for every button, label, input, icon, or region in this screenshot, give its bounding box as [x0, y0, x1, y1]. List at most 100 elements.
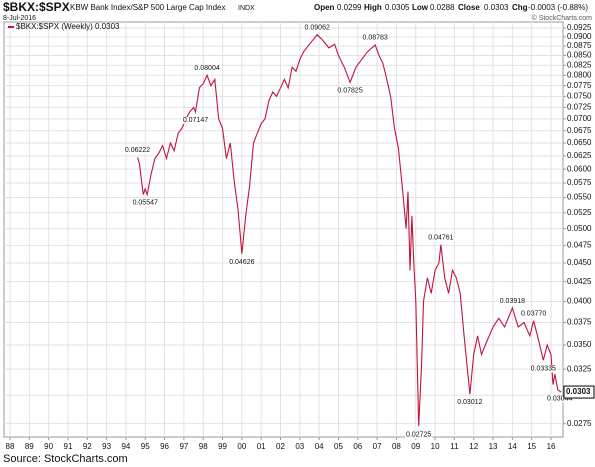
- annotation-bg: [361, 34, 389, 42]
- annotation: 0.07147: [183, 117, 208, 124]
- annotation: 0.07825: [337, 87, 362, 94]
- exchange: INDX: [238, 5, 255, 12]
- annotation: 0.02725: [406, 432, 431, 439]
- annotation: 0.08783: [363, 35, 388, 42]
- chart-title: $BKX:$SPX: [3, 0, 70, 14]
- annotation: 0.08004: [194, 65, 219, 72]
- y-tick-label: 0.0650: [567, 138, 592, 147]
- annotation: 0.09062: [305, 24, 330, 31]
- x-tick-label: 14: [508, 442, 517, 451]
- x-tick-label: 10: [431, 442, 440, 451]
- plot-frame: [3, 21, 564, 438]
- annotation-bg: [519, 310, 548, 318]
- x-tick-label: 11: [450, 442, 459, 451]
- price-line: [136, 33, 562, 427]
- annotation: 0.03044: [547, 395, 572, 402]
- x-tick-label: 88: [6, 442, 15, 451]
- x-tick-label: 15: [527, 442, 536, 451]
- x-tick-label: 89: [25, 442, 34, 451]
- annotation-bg: [546, 395, 574, 403]
- annotation-bg: [228, 258, 256, 266]
- y-tick-label: 0.0475: [567, 240, 592, 249]
- y-tick-label: 0.0825: [567, 60, 592, 69]
- x-tick-label: 92: [83, 442, 92, 451]
- y-tick-label: 0.0625: [567, 151, 592, 160]
- x-tick-label: 07: [373, 442, 382, 451]
- annotation-bg: [427, 234, 455, 242]
- x-tick-label: 00: [237, 442, 246, 451]
- quote-label: Low: [412, 3, 429, 12]
- y-tick-label: 0.0700: [567, 114, 592, 123]
- annotation: 0.03012: [457, 399, 482, 406]
- x-tick-label: 06: [353, 442, 362, 451]
- y-tick-label: 0.0350: [567, 340, 592, 349]
- y-tick-label: 0.0725: [567, 103, 592, 112]
- annotation-bg: [181, 116, 210, 124]
- x-tick-label: 91: [64, 442, 73, 451]
- x-tick-label: 12: [469, 442, 478, 451]
- annotation-bg: [498, 298, 527, 306]
- annotation: 0.04761: [428, 234, 453, 241]
- y-tick-label: 0.0675: [567, 126, 592, 135]
- grid: [4, 22, 563, 437]
- y-tick-label: 0.0575: [567, 178, 592, 187]
- annotation-bg: [529, 365, 558, 373]
- x-tick-label: 96: [160, 442, 169, 451]
- x-tick-label: 95: [141, 442, 150, 451]
- x-tick-label: 93: [102, 442, 111, 451]
- annotation-bg: [123, 147, 152, 155]
- quote-label: Close: [458, 3, 480, 12]
- annotation-bg: [303, 24, 331, 32]
- annotation: 0.06222: [125, 147, 150, 154]
- annotation: 0.04626: [229, 259, 254, 266]
- quote-value: 0.0288: [430, 3, 455, 12]
- y-tick-label: 0.0525: [567, 208, 592, 217]
- date: 8-Jul-2016: [3, 15, 36, 22]
- annotation-bg: [131, 199, 160, 207]
- x-tick-label: 97: [179, 442, 188, 451]
- quote-label: Open: [314, 3, 335, 12]
- annotation: 0.03770: [521, 311, 546, 318]
- x-tick-label: 13: [489, 442, 498, 451]
- x-tick-label: 02: [276, 442, 285, 451]
- y-tick-label: 0.0850: [567, 51, 592, 60]
- x-tick-label: 08: [392, 442, 401, 451]
- source: Source: StockCharts.com: [3, 453, 128, 465]
- annotation-bg: [456, 398, 484, 406]
- x-tick-label: 99: [218, 442, 227, 451]
- annotation: 0.05547: [133, 200, 158, 207]
- y-tick-label: 0.0550: [567, 193, 592, 202]
- y-tick-label: 0.0450: [567, 258, 592, 267]
- x-tick-label: 98: [199, 442, 208, 451]
- y-tick-label: 0.0775: [567, 81, 592, 90]
- y-tick-label: 0.0800: [567, 70, 592, 79]
- x-tick-label: 01: [257, 442, 266, 451]
- x-tick-label: 16: [547, 442, 556, 451]
- y-tick-label: 0.0375: [567, 318, 592, 327]
- y-tick-label: 0.0900: [567, 32, 592, 41]
- quote-value: -0.0003 (-0.88%): [528, 3, 588, 12]
- y-tick-label: 0.0275: [567, 419, 592, 428]
- y-tick-label: 0.0750: [567, 91, 592, 100]
- y-tick-label: 0.0325: [567, 364, 592, 373]
- quote-value: 0.0305: [385, 3, 410, 12]
- quote-label: High: [364, 3, 382, 12]
- annotation: 0.03918: [500, 298, 525, 305]
- quote-value: 0.0299: [337, 3, 362, 12]
- y-tick-label: 0.0875: [567, 41, 592, 50]
- annotation-bg: [405, 431, 433, 439]
- annotation-bg: [193, 64, 221, 72]
- annotation: 0.03335: [531, 366, 556, 373]
- x-tick-label: 03: [295, 442, 304, 451]
- annotation-bg: [336, 87, 364, 95]
- quote-value: 0.0303: [484, 3, 509, 12]
- x-tick-label: 09: [411, 442, 420, 451]
- x-tick-label: 05: [334, 442, 343, 451]
- y-tick-label: 0.0925: [567, 23, 592, 32]
- y-tick-label: 0.0500: [567, 224, 592, 233]
- y-tick-label: 0.0600: [567, 164, 592, 173]
- price-tag: [563, 385, 595, 399]
- y-tick-label: 0.0425: [567, 277, 592, 286]
